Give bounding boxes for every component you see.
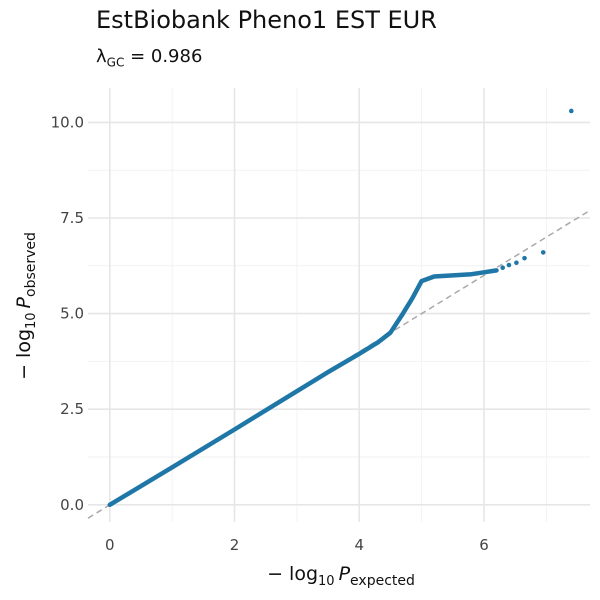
- y-tick-label: 10.0: [51, 113, 84, 131]
- y-axis-label: − log10 Pobserved: [13, 232, 39, 380]
- y-axis-label-symbol: P: [13, 296, 35, 308]
- x-axis-ticks: 0 2 4 6: [105, 536, 489, 554]
- lambda-symbol: λ: [96, 46, 107, 67]
- data-point: [540, 250, 546, 255]
- x-tick-label: 2: [230, 536, 240, 554]
- data-points: [107, 108, 574, 508]
- data-point: [568, 108, 574, 114]
- x-tick-label: 6: [479, 536, 489, 554]
- y-tick-label: 5.0: [60, 305, 84, 323]
- y-tick-label: 7.5: [60, 209, 84, 227]
- x-tick-label: 0: [105, 536, 115, 554]
- y-tick-label: 0.0: [60, 496, 84, 514]
- grid: [88, 88, 590, 522]
- x-axis-label-base: 10: [318, 574, 335, 589]
- x-axis-label-prefix: − log: [267, 563, 318, 585]
- lambda-subscript: GC: [106, 55, 125, 70]
- y-axis-label-prefix: − log: [13, 329, 35, 380]
- data-point: [514, 260, 519, 266]
- data-point: [506, 262, 512, 268]
- x-tick-label: 4: [354, 536, 364, 554]
- x-axis-label: − log10 Pexpected: [267, 563, 415, 589]
- x-axis-label-symbol: P: [339, 563, 351, 585]
- data-point: [500, 265, 505, 271]
- lambda-relation: =: [124, 46, 151, 67]
- dense-points-band: [107, 268, 499, 508]
- y-axis-ticks: 0.0 2.5 5.0 7.5 10.0: [51, 113, 84, 513]
- chart-subtitle: λGC = 0.986: [96, 46, 202, 70]
- x-axis-label-subscript: expected: [350, 573, 415, 589]
- chart-title: EstBiobank Pheno1 EST EUR: [96, 6, 437, 34]
- lambda-value: 0.986: [150, 46, 203, 67]
- y-tick-label: 2.5: [60, 400, 84, 418]
- data-point: [522, 255, 527, 261]
- y-axis-label-subscript: observed: [23, 232, 39, 297]
- y-axis-label-base: 10: [24, 312, 39, 329]
